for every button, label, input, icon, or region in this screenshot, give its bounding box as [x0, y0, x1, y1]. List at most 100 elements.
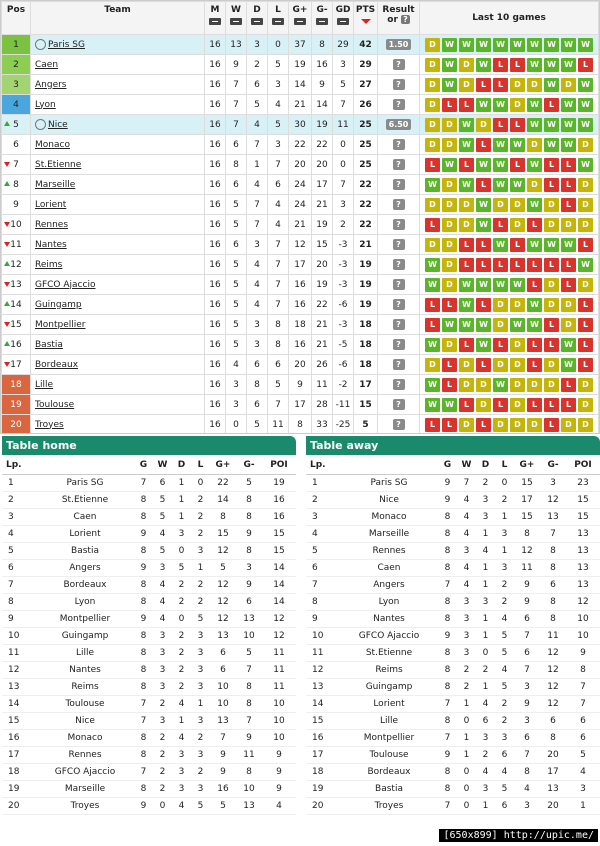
cell: 5 — [495, 627, 514, 645]
team-link[interactable]: Nice — [48, 120, 68, 130]
cell: 12 — [540, 695, 566, 713]
cell: 4 — [2, 525, 36, 543]
table-row: 8 Marseille 16 6 4 6 24 17 7 22? W D W L W W D L L D — [1, 174, 599, 195]
table-row: 5 Nice 16 7 4 5 30 19 11 25 6.50 D D W D L L W W W W — [1, 114, 599, 135]
cell: 6 — [495, 797, 514, 815]
sort-button[interactable] — [316, 18, 328, 25]
result-button[interactable]: ? — [392, 79, 405, 90]
cell: 4 — [172, 729, 191, 747]
cell: 1 — [457, 746, 476, 764]
result-button[interactable]: ? — [392, 319, 405, 330]
table-row: 13 Guingamp 8 2 1 5 3 12 7 — [306, 678, 600, 696]
result-button[interactable]: ? — [392, 179, 405, 190]
stat: 5 — [225, 334, 247, 355]
stat: 3 — [267, 74, 289, 95]
team-link[interactable]: Bordeaux — [35, 359, 79, 370]
cell: 3 — [172, 763, 191, 781]
result-button[interactable]: ? — [392, 339, 405, 350]
result-button[interactable]: ? — [392, 279, 405, 290]
team-link[interactable]: Troyes — [35, 419, 64, 430]
team-link[interactable]: Nantes — [35, 239, 67, 250]
result-button[interactable]: 1.50 — [385, 39, 412, 50]
position: 18 — [1, 374, 31, 395]
team-name: Lille — [340, 712, 438, 730]
column-header: G- — [236, 457, 262, 475]
column-header: D — [476, 457, 495, 475]
table-row: 6 Monaco 16 6 7 3 22 22 0 25? D D W L W W D W W D — [1, 134, 599, 155]
stat: 37 — [288, 34, 312, 55]
team-link[interactable]: Monaco — [35, 139, 70, 150]
team-link[interactable]: Lorient — [35, 199, 67, 210]
result-button[interactable]: ? — [392, 379, 405, 390]
result-button[interactable]: ? — [392, 259, 405, 270]
game-result: W — [510, 37, 525, 52]
table-head: Lp. G W D L G+ G- POI — [2, 457, 296, 475]
sort-button[interactable] — [294, 18, 306, 25]
column-header: Team — [30, 1, 205, 35]
team-link[interactable]: Montpellier — [35, 319, 86, 330]
cell: 3 — [457, 644, 476, 662]
sort-button[interactable] — [337, 18, 349, 25]
team-link[interactable]: St.Etienne — [35, 159, 82, 170]
result-button[interactable]: ? — [392, 199, 405, 210]
sort-button[interactable] — [360, 18, 372, 25]
result-button[interactable]: ? — [392, 239, 405, 250]
team-link[interactable]: Angers — [35, 79, 67, 90]
game-result: L — [544, 97, 559, 112]
table-row: 19 Marseille 8 2 3 3 16 10 9 — [2, 780, 296, 798]
game-result: D — [561, 217, 576, 232]
game-result: L — [561, 197, 576, 212]
result-button[interactable]: ? — [392, 59, 405, 70]
result-button[interactable]: ? — [392, 139, 405, 150]
team-link[interactable]: Toulouse — [35, 399, 75, 410]
position: 4 — [1, 94, 31, 115]
result-button[interactable]: 6.50 — [385, 119, 412, 130]
stat: 16 — [204, 154, 226, 175]
game-result: L — [510, 237, 525, 252]
result-button[interactable]: ? — [392, 399, 405, 410]
result-button[interactable]: ? — [392, 219, 405, 230]
sort-button[interactable] — [209, 18, 221, 25]
help-button[interactable]: ? — [401, 15, 410, 24]
team-link[interactable]: Lille — [35, 379, 54, 390]
table-row: 7 Angers 7 4 1 2 9 6 13 — [306, 576, 600, 594]
team-link[interactable]: Marseille — [35, 179, 76, 190]
result-button[interactable]: ? — [392, 359, 405, 370]
team-link[interactable]: Reims — [35, 259, 63, 270]
result-button[interactable]: ? — [392, 159, 405, 170]
sort-button[interactable] — [272, 18, 284, 25]
header-label: G+ — [292, 5, 308, 15]
sort-button[interactable] — [251, 18, 263, 25]
cell: 7 — [566, 678, 600, 696]
cell: 7 — [236, 712, 262, 730]
team-link[interactable]: GFCO Ajaccio — [35, 279, 96, 290]
result-button[interactable]: ? — [392, 99, 405, 110]
stat: 9 — [311, 74, 333, 95]
sort-button[interactable] — [230, 18, 242, 25]
team-name: Bordeaux — [340, 763, 438, 781]
team-link[interactable]: Caen — [35, 59, 59, 70]
team-link[interactable]: Bastia — [35, 339, 63, 350]
stat: 19 — [311, 114, 333, 135]
team-link[interactable]: Guingamp — [35, 299, 82, 310]
cell: 1 — [191, 559, 210, 577]
cell: 10 — [262, 695, 296, 713]
stat: 3 — [225, 374, 247, 395]
result-button[interactable]: ? — [392, 299, 405, 310]
result-cell: ? — [377, 134, 420, 155]
stat: 6 — [246, 354, 268, 375]
game-result: D — [459, 57, 474, 72]
result-button[interactable]: ? — [392, 419, 405, 430]
result-cell: ? — [377, 194, 420, 215]
team-link[interactable]: Paris SG — [48, 40, 85, 50]
header-label: Last 10 games — [472, 13, 546, 23]
stat: 27 — [353, 74, 378, 95]
team-cell: Nice — [30, 114, 205, 135]
team-name: Caen — [340, 559, 438, 577]
team-link[interactable]: Lyon — [35, 99, 56, 110]
cell: 5 — [210, 797, 236, 815]
team-link[interactable]: Rennes — [35, 219, 69, 230]
stat: 16 — [204, 354, 226, 375]
cell: 5 — [306, 542, 340, 560]
game-result: D — [442, 217, 457, 232]
